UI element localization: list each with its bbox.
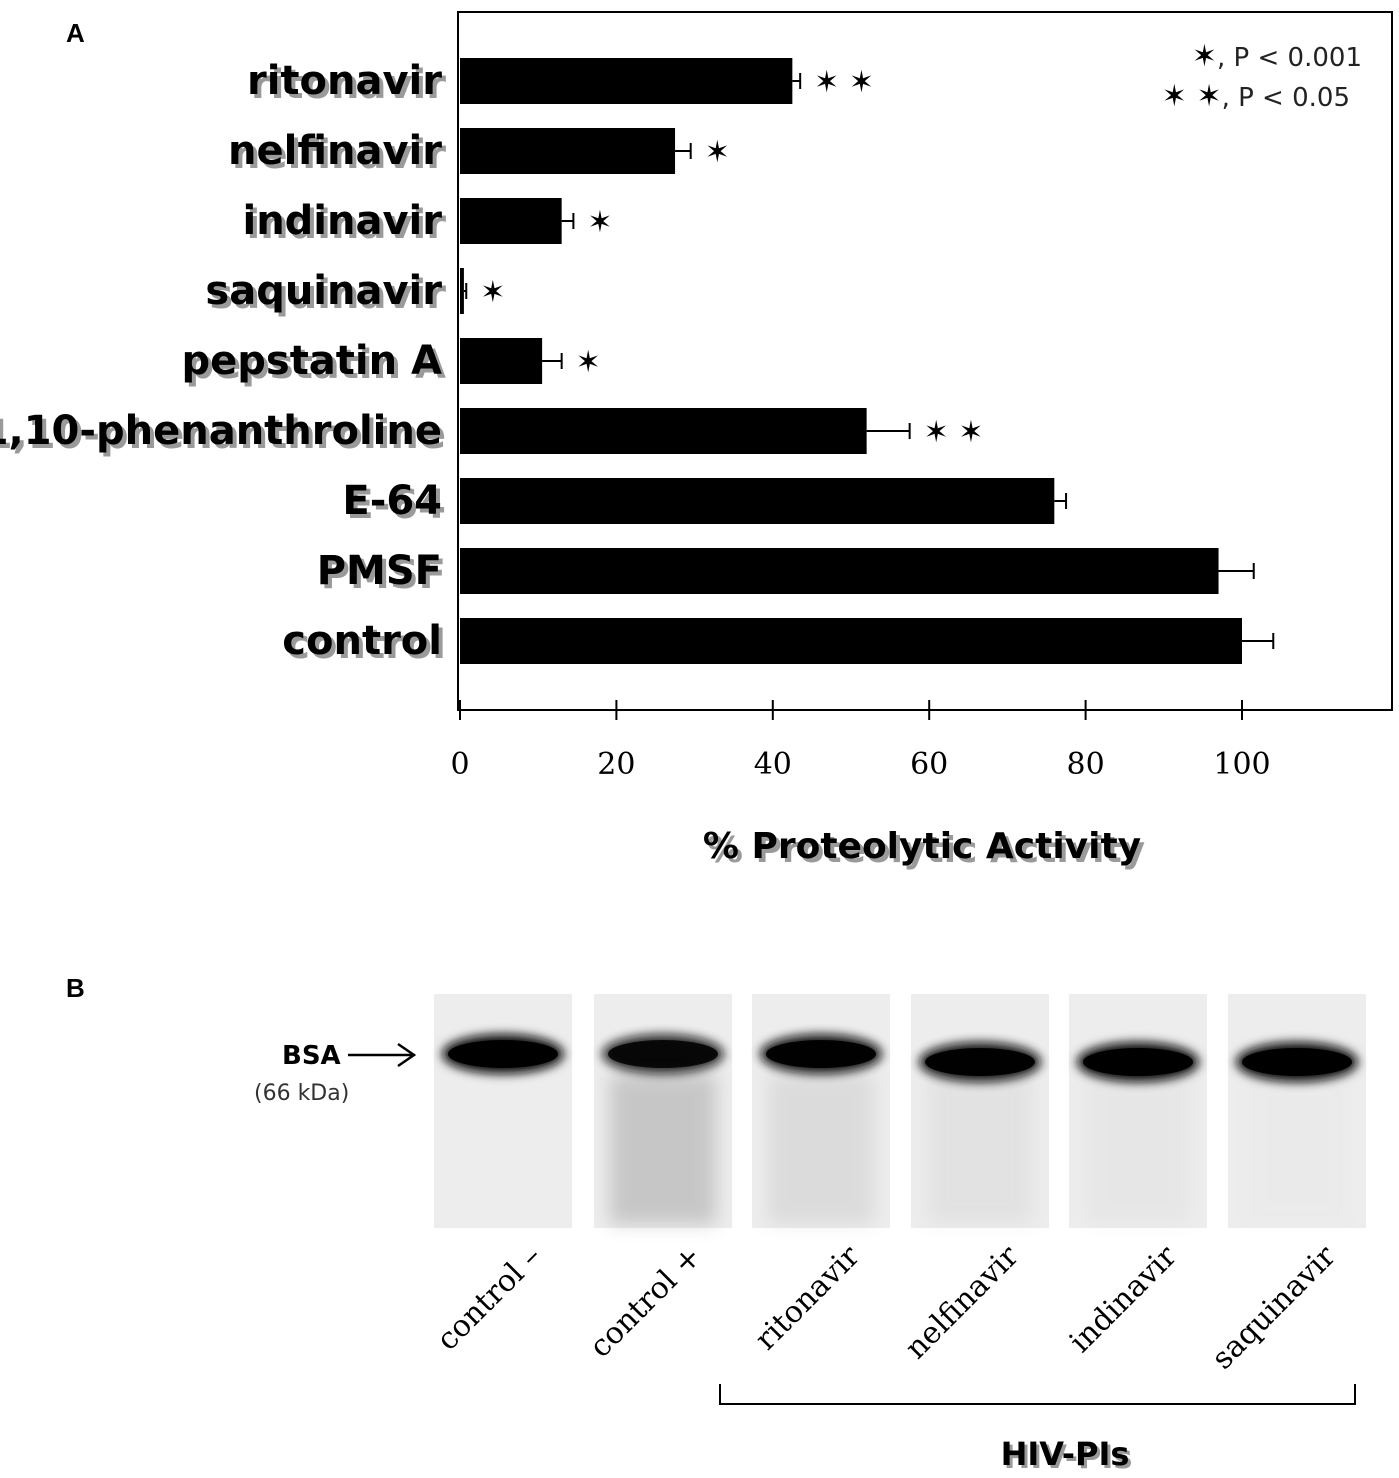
category-label-shadow: PMSF	[321, 552, 446, 598]
category-label-shadow: 1,10-phenanthroline	[0, 412, 446, 458]
bracket-line	[719, 1384, 1356, 1405]
bars-group	[460, 58, 1275, 664]
legend: ✶, P < 0.001 ✶ ✶, P < 0.05	[1162, 39, 1362, 114]
degradation-smear	[768, 1074, 874, 1224]
degradation-smear	[610, 1074, 716, 1224]
bsa-band-core	[1083, 1048, 1193, 1076]
x-axis-title-shadow: % Proteolytic Activity	[707, 830, 1145, 871]
bsa-band-core	[608, 1040, 718, 1068]
legend-text-1: , P < 0.001	[1217, 43, 1362, 73]
bsa-band-core	[1242, 1048, 1352, 1076]
lane-label: saquinavir	[1205, 1238, 1343, 1376]
degradation-smear	[1244, 1074, 1350, 1224]
category-label: saquinavir	[205, 268, 442, 314]
bar-pmsf	[460, 548, 1219, 594]
significance-star: ✶ ✶	[814, 65, 874, 100]
x-tick-label: 80	[1067, 747, 1105, 782]
x-tick-label: 40	[754, 747, 792, 782]
category-label-shadow: pepstatin A	[185, 342, 446, 388]
category-label: nelfinavir	[228, 128, 442, 174]
bsa-label: BSA	[282, 1041, 341, 1071]
legend-entry-2: ✶ ✶, P < 0.05	[1162, 79, 1350, 114]
category-label-shadow: nelfinavir	[232, 132, 446, 178]
bsa-band-core	[448, 1040, 558, 1068]
category-label: 1,10-phenanthroline	[0, 408, 442, 454]
category-label: ritonavir	[247, 58, 442, 104]
significance-star: ✶	[587, 205, 612, 240]
bsa-mass-label: (66 kDa)	[254, 1081, 349, 1106]
category-label: E-64	[342, 478, 442, 524]
lane-label: control –	[430, 1239, 549, 1358]
category-label: indinavir	[242, 198, 442, 244]
group-label-shadow: HIV-PIs	[1004, 1438, 1133, 1476]
bar-indinavir	[460, 198, 562, 244]
category-label: PMSF	[317, 548, 442, 594]
category-label: control	[282, 618, 442, 664]
lane-labels: control – control + ritonavir nelfinavir ind…	[430, 1238, 1343, 1376]
significance-star: ✶	[480, 275, 505, 310]
legend-symbol-1: ✶	[1192, 39, 1217, 74]
x-axis-title: % Proteolytic Activity	[703, 826, 1141, 867]
panel-a-label: A	[66, 18, 85, 48]
bar-control	[460, 618, 1242, 664]
bar-ritonavir	[460, 58, 793, 104]
category-label-shadow: E-64	[346, 482, 446, 528]
bsa-band-core	[925, 1048, 1035, 1076]
bar-saquinavir	[460, 268, 464, 314]
lane-label: ritonavir	[748, 1238, 867, 1357]
legend-text-2: , P < 0.05	[1222, 83, 1350, 113]
category-label-shadow: indinavir	[246, 202, 446, 248]
category-label: pepstatin A	[181, 338, 442, 384]
hiv-pi-bracket: HIV-PIs HIV-PIs	[719, 1384, 1356, 1476]
significance-star: ✶	[705, 135, 730, 170]
legend-entry-1: ✶, P < 0.001	[1192, 39, 1362, 74]
significance-star: ✶ ✶	[924, 415, 984, 450]
legend-symbol-2: ✶ ✶	[1162, 79, 1222, 114]
degradation-smear	[1085, 1074, 1191, 1224]
x-tick-label: 60	[910, 747, 948, 782]
lane-saquinavir	[1228, 994, 1366, 1228]
category-label-shadow: saquinavir	[209, 272, 446, 318]
x-tick-label: 100	[1213, 747, 1270, 782]
category-label-shadow: ritonavir	[251, 62, 446, 108]
degradation-smear	[927, 1074, 1033, 1224]
bar-1-10-phenanthroline	[460, 408, 867, 454]
lane-label: indinavir	[1063, 1238, 1184, 1359]
x-axis-ticks: 0 20 40 60 80 100	[450, 700, 1392, 782]
bsa-band-core	[766, 1040, 876, 1068]
bar-nelfinavir	[460, 128, 676, 174]
gel-lanes	[434, 994, 1366, 1228]
significance-star: ✶	[576, 345, 601, 380]
lane-label: nelfinavir	[899, 1238, 1027, 1366]
bar-pepstatin-a	[460, 338, 543, 384]
lane-label: control +	[583, 1239, 709, 1365]
group-label: HIV-PIs	[1001, 1435, 1130, 1473]
x-tick-label: 0	[450, 747, 469, 782]
x-tick-label: 20	[597, 747, 635, 782]
lane-control	[434, 994, 572, 1228]
significance-markers: ✶ ✶ ✶ ✶ ✶ ✶ ✶ ✶	[480, 65, 983, 450]
bsa-marker: BSA (66 kDa)	[254, 1041, 417, 1106]
bar-e-64	[460, 478, 1055, 524]
bsa-arrow-head-icon	[397, 1042, 417, 1068]
category-label-shadow: control	[286, 622, 446, 668]
panel-b-label: B	[66, 973, 85, 1003]
